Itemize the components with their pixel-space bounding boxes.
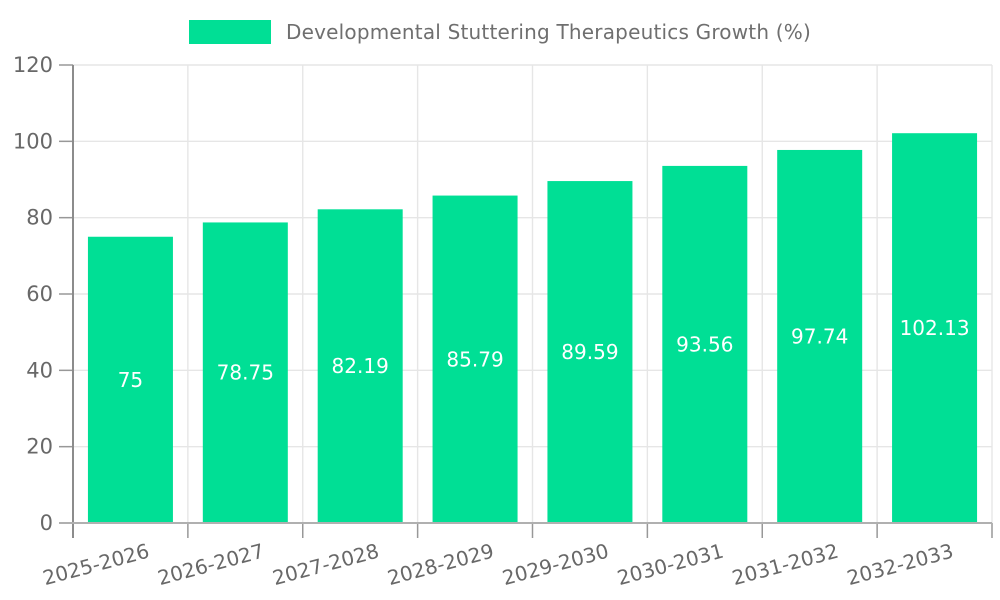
y-tick-label: 40: [26, 358, 53, 382]
bar-value-label: 102.13: [900, 316, 970, 340]
bar[interactable]: [202, 222, 288, 523]
y-tick-label: 0: [40, 511, 53, 535]
y-tick-label: 100: [13, 129, 53, 153]
bar-value-label: 85.79: [446, 347, 503, 371]
x-tick-label: 2030-2031: [615, 539, 727, 590]
bar-value-label: 78.75: [217, 361, 274, 385]
bar-value-label: 93.56: [676, 332, 733, 356]
y-tick-label: 80: [26, 206, 53, 230]
bar-value-label: 82.19: [332, 354, 389, 378]
bar-value-label: 89.59: [561, 340, 618, 364]
bar-value-label: 97.74: [791, 324, 848, 348]
x-tick-label: 2027-2028: [270, 539, 382, 590]
x-tick-label: 2029-2030: [500, 539, 612, 590]
y-tick-label: 120: [13, 53, 53, 77]
bar[interactable]: [662, 165, 748, 524]
legend-label: Developmental Stuttering Therapeutics Gr…: [285, 20, 811, 44]
y-tick-label: 20: [26, 435, 53, 459]
bar[interactable]: [317, 209, 403, 523]
bar[interactable]: [547, 181, 633, 524]
x-tick-label: 2025-2026: [40, 539, 152, 590]
bar[interactable]: [892, 133, 978, 523]
bar[interactable]: [777, 149, 863, 524]
bar[interactable]: [87, 236, 173, 523]
x-tick-label: 2032-2033: [844, 539, 956, 590]
y-tick-label: 60: [26, 282, 53, 306]
x-tick-label: 2031-2032: [729, 539, 841, 590]
bar[interactable]: [432, 195, 518, 523]
legend-item[interactable]: Developmental Stuttering Therapeutics Gr…: [0, 20, 1000, 44]
x-tick-label: 2026-2027: [155, 539, 267, 590]
x-tick-label: 2028-2029: [385, 539, 497, 590]
bar-value-label: 75: [118, 368, 143, 392]
legend-swatch: [188, 20, 271, 44]
